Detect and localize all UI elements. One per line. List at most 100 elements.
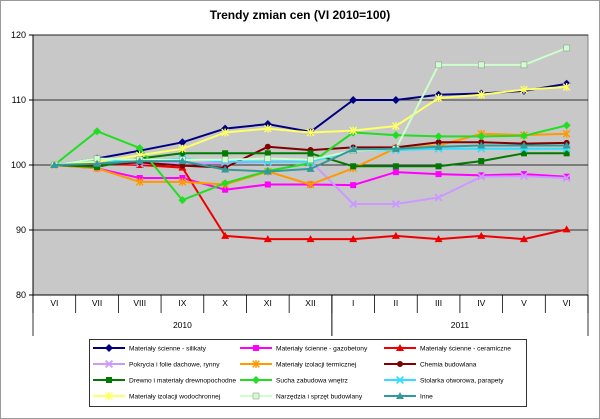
x-tick-label-6: XII [305,298,315,308]
data-point-9-8 [391,122,400,130]
data-point-5-3 [179,162,186,169]
x-tick-label-2: VIII [133,298,146,308]
data-point-1-8 [392,169,399,176]
data-point-7-1 [93,127,102,136]
data-point-0-3 [178,138,187,147]
legend-marker-3 [104,359,114,369]
data-point-11-10 [477,141,486,149]
data-point-7-12 [562,121,571,130]
chart-title: Trendy zmian cen (VI 2010=100) [210,8,390,22]
data-point-10-4 [221,156,229,164]
data-point-1-11 [520,171,527,178]
data-point-5-5 [264,143,271,150]
legend-item-4: Materiały izolacji termicznej [240,360,357,368]
data-point-11-7 [349,145,358,153]
data-point-4-6 [306,180,315,189]
data-point-11-6 [306,164,315,172]
data-point-4-2 [135,177,144,186]
legend-item-9: Materiały izolacji wodochronnej [93,392,221,400]
legend-marker-7 [252,376,260,384]
legend-item-5: Chemia budowlana [384,361,477,368]
data-point-6-4 [222,150,229,157]
legend-marker-11 [396,392,404,399]
data-point-3-11 [519,172,528,181]
data-point-1-10 [478,172,485,179]
legend-marker-4 [252,360,260,368]
data-point-10-9 [435,61,442,69]
data-point-9-7 [349,126,358,135]
data-point-2-9 [434,235,443,243]
legend-marker-9 [105,392,113,400]
x-tick-label-5: XI [264,298,272,308]
data-point-0-8 [391,96,400,104]
data-point-9-5 [263,124,272,133]
data-point-3-7 [349,199,358,209]
y-tick-label-1: 90 [16,225,26,235]
data-point-2-6 [306,235,315,243]
legend-item-11: Inne [384,392,433,400]
legend: Materiały ścienne - silikaty Materiały śc… [89,339,527,407]
data-point-1-12 [563,173,570,180]
data-point-9-9 [434,94,443,103]
legend-item-1: Materiały ścienne - gazobetony [240,345,368,352]
data-point-6-9 [435,163,442,170]
plot-area [32,34,589,296]
data-point-10-10 [478,61,485,69]
legend-item-2: Materiały ścienne - ceramiczne [384,344,511,352]
legend-label-4: Materiały izolacji termicznej [276,361,357,368]
legend-label-8: Stolarka otworowa, parapety [420,377,504,384]
legend-marker-10 [252,392,260,400]
data-point-10-5 [264,155,272,162]
legend-box [89,339,527,407]
data-point-11-4 [221,165,230,173]
data-point-11-0 [50,161,59,168]
data-point-1-5 [264,181,271,188]
legend-item-6: Drewno i materiały drewnopochodne [93,377,236,384]
data-point-9-6 [306,128,315,137]
data-point-9-10 [477,90,486,99]
x-tick-label-0: VI [50,298,58,308]
data-point-2-12 [562,225,571,233]
legend-item-3: Pokrycia i folie dachowe, rynny [93,359,220,369]
data-point-2-4 [221,231,230,239]
data-point-11-12 [562,141,571,149]
data-point-6-7 [350,163,357,170]
legend-label-3: Pokrycia i folie dachowe, rynny [129,361,220,368]
data-point-4-3 [178,177,187,186]
data-point-11-11 [519,141,528,149]
data-point-1-9 [435,171,442,178]
data-point-3-8 [391,199,400,209]
data-point-1-4 [222,186,229,193]
data-point-11-9 [434,142,443,150]
x-tick-label-3: IX [178,298,186,308]
data-point-2-8 [391,231,400,239]
data-point-6-3 [179,150,186,157]
x-tick-label-10: IV [477,298,485,308]
data-point-9-12 [562,83,571,91]
legend-label-2: Materiały ścienne - ceramiczne [420,345,511,352]
data-point-2-5 [263,235,272,243]
legend-marker-0 [105,344,113,352]
data-point-6-11 [520,150,527,157]
legend-item-7: Sucha zabudowa wnętrz [240,376,348,384]
data-point-9-3 [178,144,187,153]
data-point-10-11 [520,61,528,69]
data-point-11-2 [135,157,144,165]
data-point-7-10 [477,132,486,141]
data-point-4-12 [562,129,571,138]
data-point-3-12 [562,173,571,183]
data-point-10-6 [307,156,314,164]
data-point-7-2 [135,144,144,153]
data-point-7-8 [391,131,400,140]
data-point-7-3 [178,196,187,205]
legend-item-8: Stolarka otworowa, parapety [384,375,504,385]
x-tick-label-4: X [222,298,228,308]
data-point-6-6 [307,150,314,157]
legend-marker-5 [397,361,403,367]
series-11 [50,141,571,175]
legend-marker-6 [106,377,112,383]
legend-item-10: Narzędzia i sprzęt budowlany [240,392,363,400]
legend-marker-8 [395,375,405,385]
